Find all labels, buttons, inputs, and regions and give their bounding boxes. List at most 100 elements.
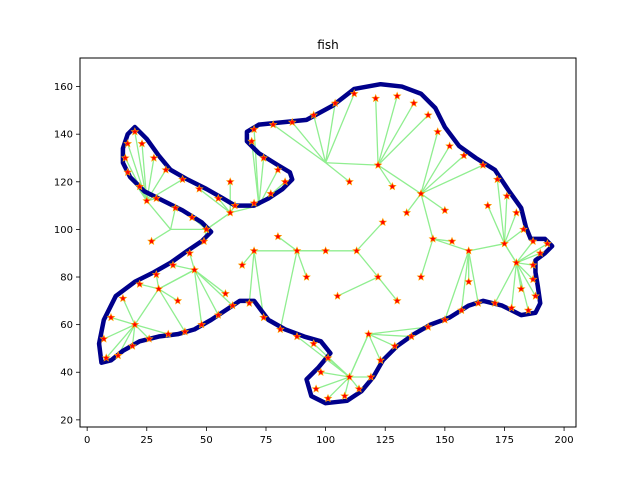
spoke-line (337, 276, 379, 297)
star-marker (137, 139, 147, 148)
star-marker (309, 110, 319, 119)
spoke-line (194, 269, 226, 295)
star-marker (478, 160, 488, 169)
star-marker (275, 324, 285, 334)
spoke-line (194, 269, 234, 307)
star-marker (333, 291, 342, 300)
star-marker (287, 117, 297, 126)
star-marker (259, 312, 268, 322)
markers-layer (99, 89, 552, 403)
spine-line (325, 162, 379, 166)
y-tick-label: 120 (54, 177, 73, 188)
star-marker (349, 89, 359, 98)
spine-line (146, 200, 172, 230)
y-axis: 20 40 60 80 100 120 140 160 (54, 82, 80, 426)
star-marker (194, 184, 204, 193)
star-marker (123, 139, 133, 148)
spoke-line (377, 164, 393, 187)
star-marker (202, 224, 211, 234)
star-marker (221, 289, 230, 298)
star-marker (345, 177, 354, 186)
spoke-line (516, 243, 548, 264)
star-marker (311, 384, 321, 393)
spoke-line (122, 298, 136, 325)
star-marker (213, 193, 223, 203)
spoke-line (124, 157, 148, 202)
star-marker (161, 165, 171, 174)
spoke-line (198, 188, 231, 214)
star-marker (178, 174, 187, 184)
star-marker (340, 391, 350, 400)
star-marker (492, 174, 502, 184)
star-marker (163, 329, 173, 338)
x-tick-label: 50 (200, 435, 213, 446)
star-marker (323, 393, 333, 403)
star-marker (428, 234, 438, 243)
star-marker (345, 372, 354, 381)
spoke-line (420, 145, 451, 195)
spine-line (420, 193, 434, 240)
star-marker (416, 189, 426, 198)
spoke-line (291, 121, 327, 164)
star-marker (464, 277, 474, 286)
y-tick-label: 160 (54, 82, 73, 93)
star-marker (237, 260, 247, 269)
outline-layer (96, 81, 555, 406)
star-marker (309, 339, 319, 348)
spoke-line (248, 250, 255, 304)
star-marker (292, 331, 302, 341)
x-tick-label: 100 (316, 435, 335, 446)
star-marker (388, 181, 397, 191)
x-tick-label: 175 (495, 435, 514, 446)
star-marker (352, 246, 361, 255)
star-marker (249, 246, 259, 255)
star-marker (402, 208, 412, 217)
spoke-line (105, 324, 136, 359)
fish-outline-series (96, 81, 555, 406)
spoke-line (503, 212, 517, 244)
chart-title: fish (317, 38, 338, 52)
star-marker (543, 239, 552, 248)
y-tick-label: 140 (54, 130, 73, 141)
spoke-line (296, 250, 308, 278)
star-marker (528, 236, 538, 246)
star-marker (171, 203, 180, 212)
star-marker (528, 274, 538, 284)
plot-frame (79, 57, 577, 428)
spoke-line (325, 93, 355, 163)
spine-line (134, 288, 160, 325)
star-marker (378, 217, 388, 226)
x-tick-label: 0 (84, 435, 90, 446)
spoke-line (420, 238, 434, 278)
spoke-line (103, 324, 136, 340)
spoke-line (420, 131, 439, 194)
spine-line (356, 250, 379, 278)
spoke-line (325, 162, 350, 183)
star-marker (433, 127, 443, 136)
star-marker (149, 153, 159, 162)
star-marker (180, 327, 190, 336)
spine-line (158, 269, 195, 290)
spoke-line (368, 333, 396, 347)
star-marker (118, 293, 128, 303)
star-marker (154, 284, 164, 293)
star-marker (447, 236, 457, 246)
star-marker (244, 298, 254, 307)
star-marker (101, 353, 111, 362)
star-marker (440, 205, 450, 215)
spoke-line (516, 252, 541, 264)
star-marker (135, 279, 144, 288)
star-marker (144, 334, 154, 343)
y-tick-label: 60 (60, 320, 73, 331)
spine-line (206, 212, 231, 230)
star-marker (507, 303, 516, 312)
spoke-line (279, 250, 298, 330)
spoke-line (510, 262, 518, 309)
star-marker (516, 284, 526, 293)
star-marker (197, 320, 206, 329)
star-marker (280, 177, 290, 186)
y-tick-label: 100 (54, 225, 73, 236)
spoke-line (377, 114, 429, 166)
spoke-line (468, 250, 479, 304)
star-marker (392, 91, 402, 100)
